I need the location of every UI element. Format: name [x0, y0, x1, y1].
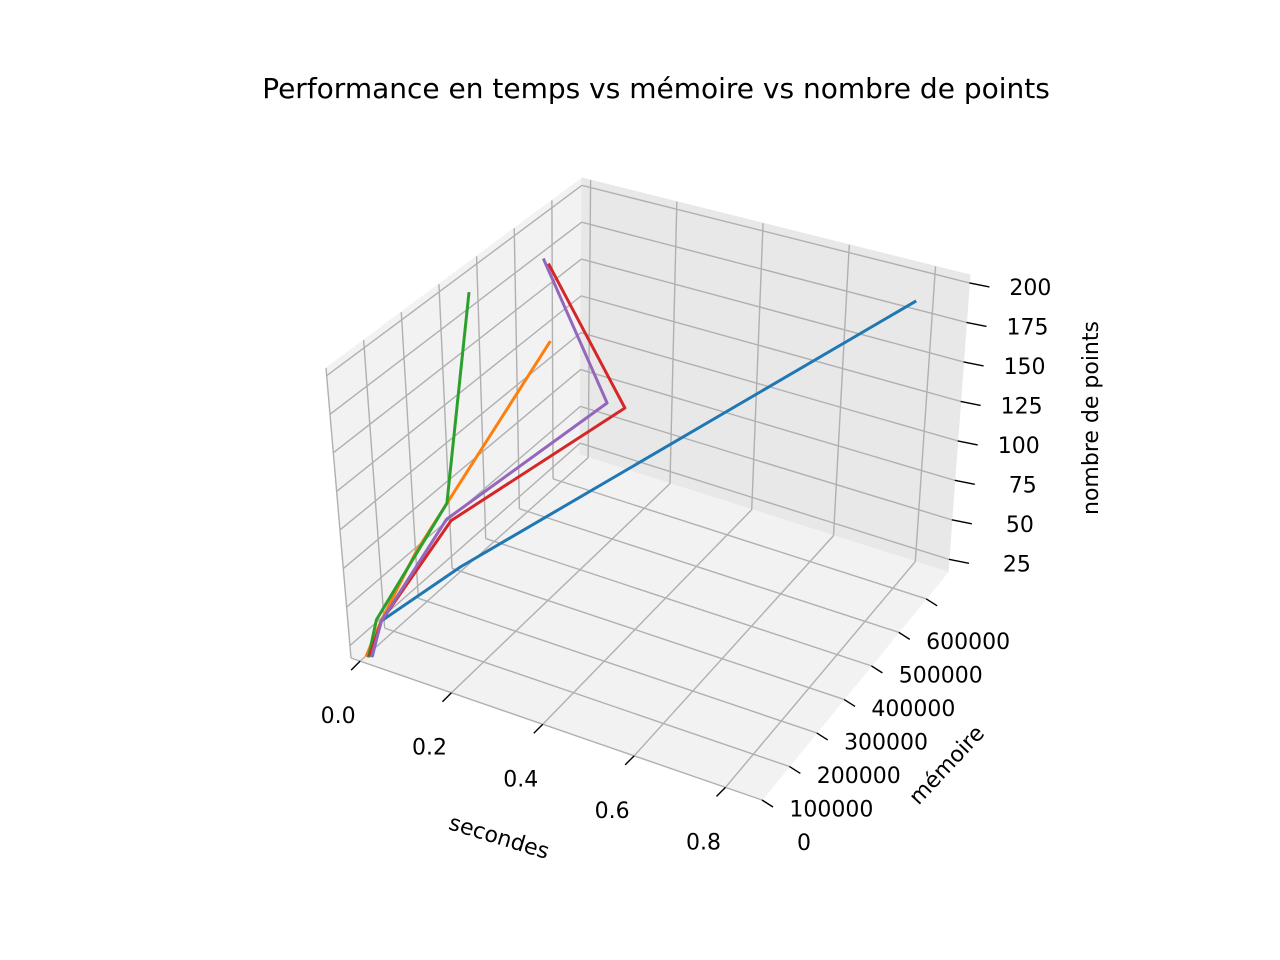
grid-line-x: [669, 201, 678, 484]
y-tick-mark: [843, 698, 856, 708]
grid-line-z: [580, 405, 953, 521]
grid-line-y: [513, 228, 521, 509]
z-tick-label: 200: [1009, 276, 1051, 301]
chart-title: Performance en temps vs mémoire vs nombr…: [262, 72, 1050, 105]
axes: [350, 282, 990, 808]
y-tick-mark: [788, 765, 801, 775]
grid-line-z: [581, 221, 967, 324]
grid-line-y: [451, 567, 845, 701]
y-tick-label: 200000: [817, 764, 901, 789]
grid-line-y: [519, 508, 899, 634]
grid-lines: [325, 180, 970, 801]
z-tick-label: 100: [998, 434, 1040, 459]
grid-line-y: [485, 537, 872, 667]
y-tick-mark: [761, 799, 774, 808]
grid-line-y: [552, 478, 927, 600]
z-tick-label: 150: [1004, 355, 1046, 380]
z-tick-mark: [951, 519, 972, 525]
grid-line-y: [325, 367, 352, 659]
series-line-5: [370, 257, 609, 658]
z-tick-mark: [969, 282, 990, 288]
z-tick-mark: [963, 361, 984, 367]
grid-line-x: [587, 180, 592, 458]
z-tick-label: 50: [1006, 513, 1034, 538]
x-tick-mark: [624, 755, 635, 766]
y-tick-mark: [925, 598, 938, 607]
grid-line-x: [914, 266, 937, 562]
y-tick-label: 500000: [899, 663, 983, 688]
grid-line-y: [350, 657, 763, 801]
z-tick-label: 25: [1003, 552, 1031, 577]
grid-line-z: [580, 295, 961, 403]
grid-line-z: [342, 369, 582, 570]
y-tick-label: 400000: [871, 697, 955, 722]
x-axis-label: secondes: [446, 811, 552, 865]
grid-line-x: [542, 509, 753, 725]
grid-line-y: [551, 200, 554, 479]
y-tick-label: 100000: [789, 797, 873, 822]
grid-line-x: [633, 535, 835, 757]
y-tick-mark: [871, 665, 883, 674]
z-tick-label: 125: [1001, 394, 1043, 419]
y-tick-mark: [816, 732, 829, 741]
tick-labels: 0.0 0.2 0.4 0.6 0.8 0 100000 200000 300000 400000…: [321, 276, 1052, 856]
z-axis-label: nombre de points: [1079, 321, 1104, 515]
x-tick-mark: [441, 692, 452, 703]
grid-line-z: [326, 184, 583, 377]
z-tick-mark: [957, 440, 978, 446]
y-tick-label: 300000: [844, 730, 928, 755]
x-tick-mark: [350, 660, 361, 671]
y-tick-label: 0: [797, 831, 811, 856]
z-tick-mark: [960, 400, 981, 407]
z-tick-mark: [966, 321, 987, 328]
grid-line-x: [724, 561, 916, 788]
z-tick-mark: [954, 479, 975, 486]
grid-line-x: [832, 244, 850, 536]
grid-line-z: [580, 368, 955, 482]
x-tick-label: 0.6: [595, 799, 630, 824]
grid-line-x: [751, 223, 764, 510]
grid-line-y: [362, 340, 386, 629]
grid-line-y: [384, 627, 790, 768]
x-tick-label: 0.2: [412, 736, 447, 761]
grid-line-z: [329, 221, 583, 415]
z-tick-label: 175: [1006, 315, 1048, 340]
grid-line-z: [339, 332, 582, 531]
series-lines: [364, 257, 917, 658]
x-tick-label: 0.4: [503, 767, 538, 792]
y-tick-mark: [898, 631, 911, 640]
grid-line-z: [581, 258, 964, 363]
x-tick-label: 0.0: [321, 704, 356, 729]
y-tick-label: 600000: [926, 630, 1010, 655]
x-tick-label: 0.8: [686, 830, 721, 855]
grid-line-z: [581, 184, 970, 284]
x-tick-mark: [715, 786, 726, 797]
grid-line-z: [332, 258, 582, 454]
grid-line-x: [450, 483, 671, 694]
series-line-3: [366, 291, 471, 658]
z-tick-mark: [948, 558, 970, 565]
z-tick-label: 75: [1009, 473, 1037, 498]
grid-line-y: [418, 597, 817, 734]
x-tick-mark: [533, 723, 544, 734]
